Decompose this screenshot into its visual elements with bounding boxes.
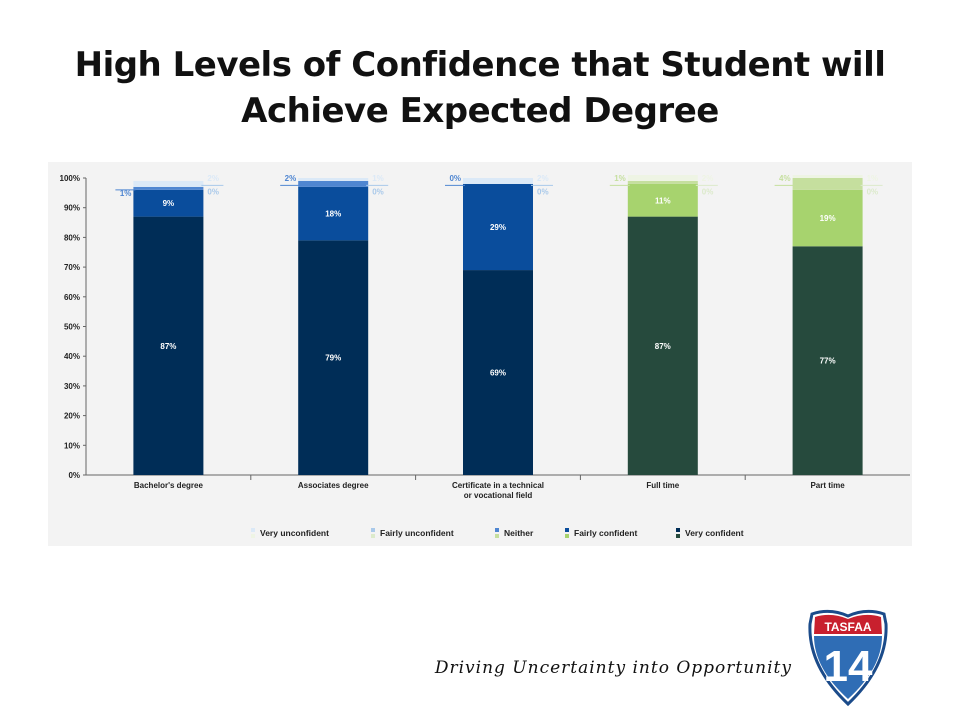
data-label-neither: 0% [449, 174, 461, 183]
legend-swatch-blue [251, 528, 255, 532]
bar-segment-fairly-confident [627, 183, 698, 217]
x-category-label: Part time [810, 481, 845, 490]
data-label-very-unconfident: 1% [867, 174, 879, 183]
y-tick-label: 100% [60, 174, 80, 183]
bar-segment-very-unconfident [627, 175, 698, 181]
bar-segment-very-confident [627, 216, 698, 476]
bar-segment-neither [792, 178, 863, 190]
tagline: Driving Uncertainty into Opportunity [434, 658, 792, 678]
bar-segment-very-confident [792, 246, 863, 475]
bar-segment-neither [298, 180, 369, 187]
data-label-very-unconfident: 1% [372, 174, 384, 183]
bar-segment-neither [133, 186, 204, 190]
legend-swatch-green [371, 534, 375, 538]
data-label-fairly-confident: 18% [325, 210, 341, 219]
data-label-very-unconfident: 2% [702, 174, 714, 183]
bar-segment-very-unconfident [298, 178, 369, 181]
legend-swatch-blue [676, 528, 680, 532]
legend-swatch-green [495, 534, 499, 538]
bar-segment-very-unconfident [463, 178, 533, 184]
x-category-label: Associates degree [298, 481, 369, 490]
data-label-fairly-unconfident: 0% [207, 187, 219, 196]
data-label-neither: 1% [614, 174, 626, 183]
legend-label-very-unconfident: Very unconfident [260, 528, 329, 538]
bar-segment-neither [627, 180, 698, 184]
legend-swatch-green [251, 534, 255, 538]
logo-number: 14 [824, 642, 873, 691]
y-tick-label: 20% [64, 412, 80, 421]
y-tick-label: 70% [64, 263, 80, 272]
data-label-very-confident: 87% [655, 342, 671, 351]
tasfaa-14-logo: TASFAA 14 [808, 609, 888, 707]
bar-segment-very-confident [463, 270, 533, 475]
bar-segment-fairly-confident [298, 186, 369, 241]
bar-segment-very-confident [133, 216, 204, 476]
data-label-very-unconfident: 2% [207, 174, 219, 183]
y-tick-label: 60% [64, 293, 80, 302]
x-category-label: Bachelor's degree [134, 481, 204, 490]
bar-segment-very-unconfident [133, 180, 204, 187]
data-label-fairly-confident: 19% [820, 214, 836, 223]
data-label-very-confident: 77% [820, 357, 836, 366]
data-label-fairly-confident: 9% [163, 199, 175, 208]
slide-title: High Levels of Confidence that Student w… [74, 45, 886, 131]
bar-segment-very-unconfident [792, 175, 863, 178]
data-label-very-unconfident: 2% [537, 174, 549, 183]
y-tick-label: 90% [64, 204, 80, 213]
x-category-label: or vocational field [464, 491, 533, 500]
legend-swatch-blue [495, 528, 499, 532]
legend-swatch-green [676, 534, 680, 538]
y-tick-label: 80% [64, 233, 80, 242]
data-label-fairly-unconfident: 0% [702, 187, 714, 196]
legend-label-fairly-unconfident: Fairly unconfident [380, 528, 454, 538]
y-tick-label: 50% [64, 323, 80, 332]
x-category-label: Certificate in a technical [452, 481, 544, 490]
data-label-neither: 2% [285, 174, 297, 183]
y-tick-label: 30% [64, 382, 80, 391]
y-tick-label: 40% [64, 352, 80, 361]
bar-segment-fairly-confident [463, 183, 533, 271]
y-tick-label: 10% [64, 441, 80, 450]
y-tick-label: 0% [68, 471, 80, 480]
legend-label-fairly-confident: Fairly confident [574, 528, 637, 538]
data-label-neither: 4% [779, 174, 791, 183]
legend-swatch-green [565, 534, 569, 538]
bar-segment-fairly-confident [133, 189, 204, 217]
data-label-fairly-unconfident: 0% [537, 187, 549, 196]
bar-segment-very-confident [298, 240, 369, 475]
legend-swatch-blue [371, 528, 375, 532]
data-label-fairly-confident: 29% [490, 223, 506, 232]
logo-top-text: TASFAA [824, 620, 871, 634]
data-label-fairly-unconfident: 0% [867, 187, 879, 196]
bar-segment-fairly-confident [792, 189, 863, 247]
data-label-very-confident: 87% [160, 342, 176, 351]
data-label-very-confident: 79% [325, 354, 341, 363]
legend-label-very-confident: Very confident [685, 528, 744, 538]
data-label-very-confident: 69% [490, 369, 506, 378]
data-label-fairly-unconfident: 0% [372, 187, 384, 196]
data-label-neither: 1% [120, 189, 132, 198]
legend-label-neither: Neither [504, 528, 534, 538]
x-category-label: Full time [646, 481, 679, 490]
data-label-fairly-confident: 11% [655, 196, 671, 205]
legend-swatch-blue [565, 528, 569, 532]
stacked-bar-chart: 0% 10% 20% 30% 40% 50% 60% 70% 80% 90% 100% 87% 9% 1%… [60, 174, 910, 538]
